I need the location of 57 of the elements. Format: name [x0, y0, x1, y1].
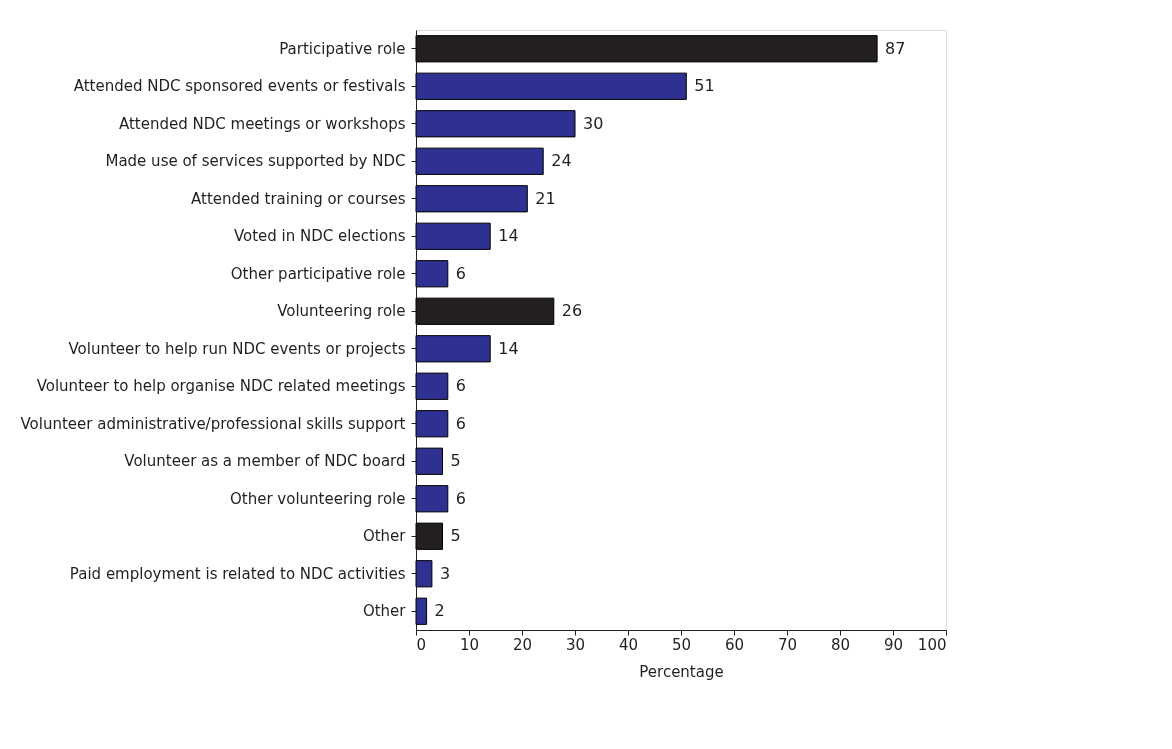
bar [415, 222, 491, 250]
x-tick-label: 100 [917, 635, 947, 654]
bar [415, 147, 544, 175]
y-tick-label: Other [362, 527, 407, 546]
x-tick-label: 30 [565, 635, 586, 654]
x-tick-label: 40 [618, 635, 639, 654]
bar [415, 185, 528, 213]
x-tick-label: 0 [416, 635, 427, 654]
data-label: 6 [455, 376, 466, 396]
y-tick-label: Volunteer administrative/professional skills support [20, 414, 406, 433]
bar [415, 110, 576, 138]
data-label: 5 [450, 526, 461, 546]
y-tick-label: Volunteering role [277, 302, 406, 321]
y-tick-label: Voted in NDC elections [233, 227, 406, 246]
x-tick-label: 50 [671, 635, 692, 654]
y-tick-label: Attended NDC meetings or workshops [118, 114, 406, 133]
data-label: 51 [694, 76, 715, 96]
y-tick-label: Other volunteering role [230, 489, 406, 508]
y-tick-label: Made use of services supported by NDC [105, 152, 406, 171]
data-label: 26 [561, 301, 583, 321]
bar [415, 72, 687, 100]
x-axis-title: Percentage [639, 662, 724, 681]
y-tick-label: Volunteer to help organise NDC related meetings [36, 377, 406, 396]
bar [415, 560, 433, 588]
data-label: 2 [434, 601, 445, 621]
y-tick-label: Other [362, 602, 407, 621]
x-tick-label: 80 [830, 635, 851, 654]
x-tick-label: 70 [777, 635, 798, 654]
x-tick-label: 10 [459, 635, 480, 654]
data-label: 3 [439, 563, 451, 583]
y-tick-label: Attended NDC sponsored events or festivals [73, 77, 406, 96]
data-label: 6 [455, 413, 466, 433]
bar [415, 335, 491, 363]
data-label: 14 [498, 226, 519, 246]
x-tick-label: 60 [724, 635, 745, 654]
y-tick-label: Volunteer as a member of NDC board [124, 452, 406, 471]
y-tick-label: Participative role [279, 39, 406, 58]
bar [415, 485, 449, 513]
y-tick-label: Attended training or courses [191, 189, 406, 208]
data-label: 30 [583, 113, 604, 133]
x-tick-label: 20 [512, 635, 533, 654]
data-label: 14 [498, 338, 519, 358]
bar [415, 597, 428, 625]
bar [415, 260, 449, 288]
y-tick-label: Other participative role [230, 264, 406, 283]
y-tick-label: Volunteer to help run NDC events or projects [68, 339, 406, 358]
bar [415, 410, 449, 438]
data-label: 24 [551, 151, 572, 171]
data-label: 6 [455, 488, 466, 508]
data-label: 5 [450, 451, 461, 471]
bar [415, 372, 449, 400]
y-tick-label: Paid employment is related to NDC activities [69, 564, 406, 583]
bar [415, 447, 443, 475]
data-label: 21 [535, 188, 556, 208]
data-label: 87 [885, 38, 906, 58]
x-tick-label: 90 [883, 635, 904, 654]
data-label: 6 [455, 263, 466, 283]
